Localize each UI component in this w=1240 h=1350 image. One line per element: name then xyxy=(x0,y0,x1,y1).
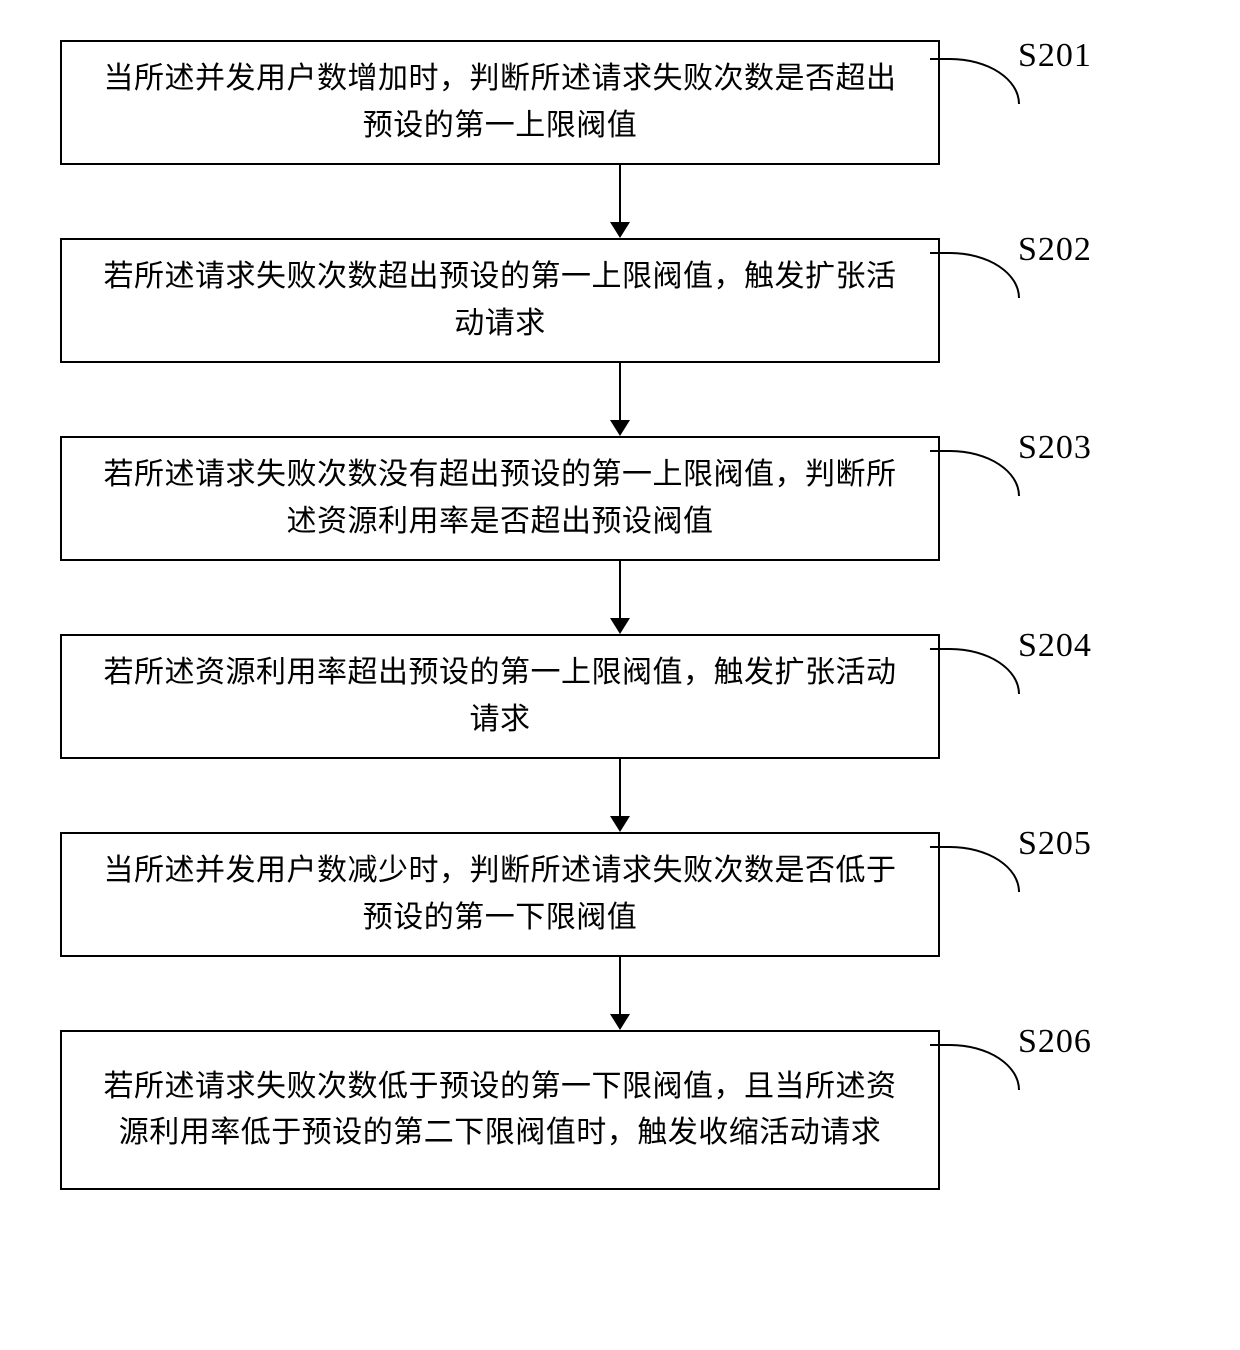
label-connector-curve xyxy=(930,252,1020,298)
flow-box-text: 当所述并发用户数增加时，判断所述请求失败次数是否超出预设的第一上限阀值 xyxy=(92,56,908,149)
arrow-line xyxy=(619,957,621,1015)
step-label: S205 xyxy=(1018,825,1092,863)
step-label: S204 xyxy=(1018,627,1092,665)
arrow-down-icon xyxy=(610,561,630,634)
step-label: S201 xyxy=(1018,37,1092,75)
flow-box-text: 若所述请求失败次数低于预设的第一下限阀值，且当所述资源利用率低于预设的第二下限阀… xyxy=(92,1064,908,1157)
step-label: S202 xyxy=(1018,231,1092,269)
flow-box-s205: 当所述并发用户数减少时，判断所述请求失败次数是否低于预设的第一下限阀值 xyxy=(60,832,940,957)
flow-box-s202: 若所述请求失败次数超出预设的第一上限阀值，触发扩张活动请求 xyxy=(60,238,940,363)
flow-box-text: 若所述请求失败次数超出预设的第一上限阀值，触发扩张活动请求 xyxy=(92,254,908,347)
flow-step: 若所述资源利用率超出预设的第一上限阀值，触发扩张活动请求 S204 xyxy=(60,634,1180,759)
flow-step: 若所述请求失败次数没有超出预设的第一上限阀值，判断所述资源利用率是否超出预设阀值… xyxy=(60,436,1180,561)
arrow-head-icon xyxy=(610,222,630,238)
arrow-line xyxy=(619,363,621,421)
flow-box-s203: 若所述请求失败次数没有超出预设的第一上限阀值，判断所述资源利用率是否超出预设阀值 xyxy=(60,436,940,561)
arrow-line xyxy=(619,759,621,817)
step-label-wrap: S202 xyxy=(930,252,1092,296)
flow-box-text: 若所述资源利用率超出预设的第一上限阀值，触发扩张活动请求 xyxy=(92,650,908,743)
arrow-down-icon xyxy=(610,165,630,238)
flow-box-s201: 当所述并发用户数增加时，判断所述请求失败次数是否超出预设的第一上限阀值 xyxy=(60,40,940,165)
step-label-wrap: S205 xyxy=(930,846,1092,890)
flow-step: 当所述并发用户数减少时，判断所述请求失败次数是否低于预设的第一下限阀值 S205 xyxy=(60,832,1180,957)
step-label-wrap: S203 xyxy=(930,450,1092,494)
step-label: S206 xyxy=(1018,1023,1092,1061)
flow-box-text: 若所述请求失败次数没有超出预设的第一上限阀值，判断所述资源利用率是否超出预设阀值 xyxy=(92,452,908,545)
label-connector-curve xyxy=(930,58,1020,104)
step-label-wrap: S204 xyxy=(930,648,1092,692)
arrow-down-icon xyxy=(610,957,630,1030)
arrow-head-icon xyxy=(610,816,630,832)
label-connector-curve xyxy=(930,450,1020,496)
step-label-wrap: S206 xyxy=(930,1044,1092,1088)
flow-box-s204: 若所述资源利用率超出预设的第一上限阀值，触发扩张活动请求 xyxy=(60,634,940,759)
arrow-line xyxy=(619,165,621,223)
flow-step: 若所述请求失败次数低于预设的第一下限阀值，且当所述资源利用率低于预设的第二下限阀… xyxy=(60,1030,1180,1190)
arrow-down-icon xyxy=(610,363,630,436)
flow-step: 当所述并发用户数增加时，判断所述请求失败次数是否超出预设的第一上限阀值 S201 xyxy=(60,40,1180,165)
label-connector-curve xyxy=(930,1044,1020,1090)
step-label-wrap: S201 xyxy=(930,58,1092,102)
arrow-head-icon xyxy=(610,420,630,436)
flow-box-text: 当所述并发用户数减少时，判断所述请求失败次数是否低于预设的第一下限阀值 xyxy=(92,848,908,941)
arrow-head-icon xyxy=(610,618,630,634)
arrow-line xyxy=(619,561,621,619)
flow-box-s206: 若所述请求失败次数低于预设的第一下限阀值，且当所述资源利用率低于预设的第二下限阀… xyxy=(60,1030,940,1190)
flow-step: 若所述请求失败次数超出预设的第一上限阀值，触发扩张活动请求 S202 xyxy=(60,238,1180,363)
step-label: S203 xyxy=(1018,429,1092,467)
label-connector-curve xyxy=(930,648,1020,694)
arrow-head-icon xyxy=(610,1014,630,1030)
arrow-down-icon xyxy=(610,759,630,832)
label-connector-curve xyxy=(930,846,1020,892)
flowchart-container: 当所述并发用户数增加时，判断所述请求失败次数是否超出预设的第一上限阀值 S201… xyxy=(60,40,1180,1190)
